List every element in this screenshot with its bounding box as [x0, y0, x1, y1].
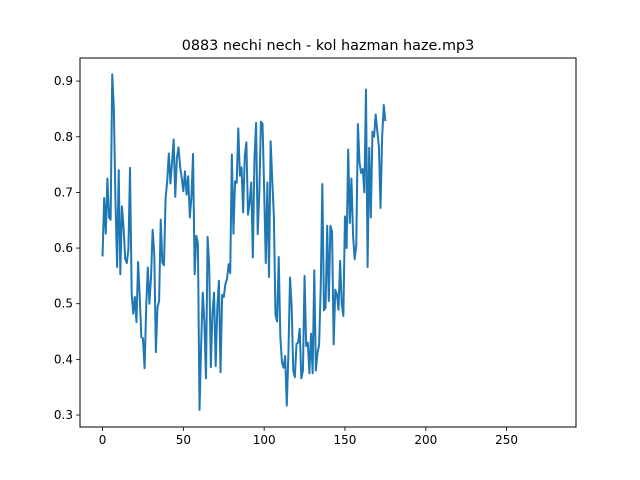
series-line	[101, 73, 387, 412]
y-tick-label: 0.9	[54, 74, 73, 88]
axes-frame	[79, 57, 577, 428]
y-tick-label: 0.7	[54, 185, 73, 199]
x-axis-ticks: 0 50 100 150 200 250	[99, 427, 518, 447]
x-tick-label: 250	[495, 433, 518, 447]
y-axis-ticks: 0.3 0.4 0.5 0.6 0.7 0.8 0.9	[54, 74, 80, 422]
y-tick-label: 0.5	[54, 297, 73, 311]
chart-title: 0883 nechi nech - kol hazman haze.mp3	[182, 38, 475, 54]
x-tick-label: 100	[253, 433, 276, 447]
y-tick-label: 0.6	[54, 241, 73, 255]
x-tick-label: 150	[334, 433, 357, 447]
x-tick-label: 0	[99, 433, 107, 447]
x-tick-label: 200	[414, 433, 437, 447]
y-tick-label: 0.4	[54, 352, 73, 366]
x-tick-label: 50	[176, 433, 191, 447]
y-tick-label: 0.8	[54, 130, 73, 144]
y-tick-label: 0.3	[54, 408, 73, 422]
